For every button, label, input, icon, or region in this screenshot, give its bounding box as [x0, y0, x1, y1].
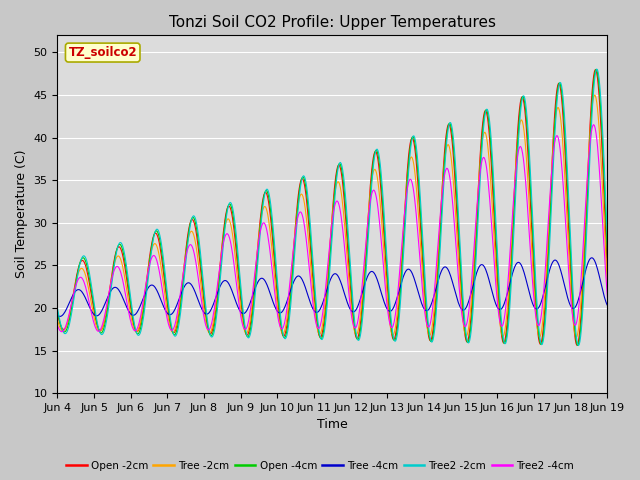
Open -4cm — [415, 190, 423, 195]
Open -2cm — [205, 329, 212, 335]
Tree -4cm — [54, 312, 61, 318]
Open -4cm — [120, 253, 128, 259]
Tree -2cm — [54, 317, 61, 323]
Tree -2cm — [176, 300, 184, 305]
Tree2 -4cm — [64, 315, 72, 321]
Tree2 -4cm — [58, 329, 66, 335]
Tree2 -4cm — [604, 294, 611, 300]
Tree2 -2cm — [604, 238, 611, 243]
Tree2 -2cm — [593, 66, 600, 72]
Open -4cm — [574, 343, 582, 348]
Tree2 -4cm — [416, 258, 424, 264]
Open -2cm — [415, 202, 423, 208]
Tree2 -4cm — [590, 122, 598, 128]
Open -2cm — [63, 321, 71, 326]
Open -2cm — [591, 67, 599, 72]
Tree2 -4cm — [54, 323, 61, 328]
Tree2 -2cm — [205, 326, 212, 332]
Tree -4cm — [206, 309, 214, 315]
Line: Open -4cm: Open -4cm — [58, 70, 607, 346]
Line: Open -2cm: Open -2cm — [58, 70, 607, 345]
Tree2 -2cm — [54, 305, 61, 311]
Tree -2cm — [399, 228, 407, 234]
Tree2 -2cm — [415, 178, 423, 184]
Line: Tree -4cm: Tree -4cm — [58, 258, 607, 316]
Open -2cm — [120, 259, 128, 264]
Open -2cm — [604, 271, 611, 276]
Tree -2cm — [120, 270, 128, 276]
Tree -4cm — [588, 255, 595, 261]
Tree -2cm — [591, 92, 598, 98]
Tree2 -2cm — [120, 248, 128, 254]
Tree -4cm — [604, 302, 611, 308]
Tree -4cm — [177, 292, 184, 298]
Tree2 -2cm — [63, 328, 71, 334]
Tree2 -4cm — [400, 216, 408, 222]
Open -4cm — [604, 254, 611, 260]
Open -2cm — [176, 302, 184, 308]
X-axis label: Time: Time — [317, 419, 348, 432]
Tree -4cm — [64, 303, 72, 309]
Tree -2cm — [205, 330, 212, 336]
Tree2 -4cm — [177, 289, 184, 295]
Tree -2cm — [604, 284, 611, 290]
Tree -4cm — [400, 272, 408, 278]
Line: Tree -2cm: Tree -2cm — [58, 95, 607, 337]
Tree2 -2cm — [176, 316, 184, 322]
Text: TZ_soilco2: TZ_soilco2 — [68, 46, 137, 59]
Open -4cm — [176, 310, 184, 315]
Legend: Open -2cm, Tree -2cm, Open -4cm, Tree -4cm, Tree2 -2cm, Tree2 -4cm: Open -2cm, Tree -2cm, Open -4cm, Tree -4… — [61, 456, 579, 475]
Tree2 -4cm — [206, 326, 214, 332]
Tree -2cm — [572, 335, 580, 340]
Open -4cm — [592, 67, 600, 72]
Tree2 -4cm — [121, 288, 129, 293]
Tree -2cm — [63, 320, 71, 326]
Open -2cm — [54, 311, 61, 317]
Line: Tree2 -4cm: Tree2 -4cm — [58, 125, 607, 332]
Open -4cm — [205, 329, 212, 335]
Tree -4cm — [416, 296, 424, 301]
Open -4cm — [63, 325, 71, 331]
Open -4cm — [54, 309, 61, 314]
Title: Tonzi Soil CO2 Profile: Upper Temperatures: Tonzi Soil CO2 Profile: Upper Temperatur… — [169, 15, 496, 30]
Open -4cm — [399, 244, 407, 250]
Tree -4cm — [121, 300, 129, 305]
Tree -2cm — [415, 224, 423, 229]
Tree2 -2cm — [399, 257, 407, 263]
Open -2cm — [573, 342, 580, 348]
Tree -4cm — [56, 313, 63, 319]
Y-axis label: Soil Temperature (C): Soil Temperature (C) — [15, 150, 28, 278]
Line: Tree2 -2cm: Tree2 -2cm — [58, 69, 607, 346]
Open -2cm — [399, 231, 407, 237]
Tree2 -2cm — [575, 343, 582, 348]
